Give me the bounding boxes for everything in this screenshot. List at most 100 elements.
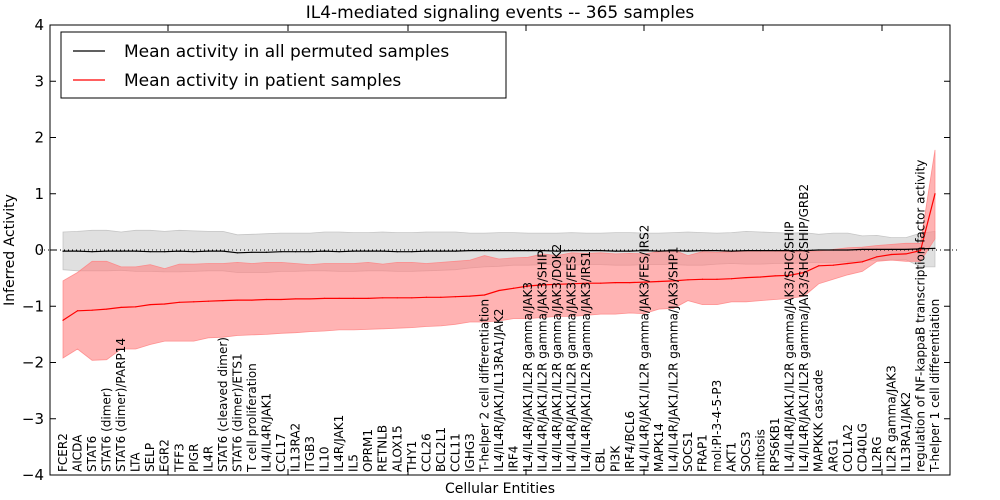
category-label: IL4/IL4R/JAK1/IL2R gamma/JAK3/IRS1 [579, 251, 593, 472]
data-point [861, 261, 863, 263]
data-point [730, 250, 733, 252]
data-point [164, 251, 166, 253]
y-tick-label: −3 [22, 410, 44, 428]
category-label: CCL11 [448, 433, 462, 472]
category-label: STAT6 (dimer) [100, 388, 114, 472]
data-point [919, 249, 922, 252]
data-point [571, 283, 573, 285]
data-point [396, 297, 398, 299]
category-label: IL4R [201, 446, 215, 472]
data-point [236, 299, 238, 301]
category-label: IL4/IL4R/JAK1 [259, 393, 273, 472]
data-point [890, 248, 893, 251]
data-point [527, 285, 529, 287]
data-point [542, 249, 544, 252]
data-point [294, 251, 297, 253]
data-point [76, 310, 79, 312]
category-label: STAT6 [85, 436, 99, 472]
category-label: IL4/IL4R/JAK1/IL2R gamma/JAK3/FES [565, 256, 579, 472]
category-label: SOCS1 [681, 431, 695, 472]
data-point [353, 250, 355, 252]
data-point [934, 193, 936, 195]
data-point [367, 250, 369, 252]
data-point [498, 289, 500, 292]
data-point [135, 306, 137, 308]
category-label: IL4/IL4R/JAK1/IL13RA1/JAK2 [492, 309, 506, 473]
data-point [556, 250, 558, 252]
data-point [193, 251, 195, 253]
category-label: IL5 [347, 454, 361, 472]
category-label: STAT6 (cleaved dimer) [216, 337, 230, 472]
data-point [469, 249, 471, 252]
data-point [222, 300, 224, 302]
category-label: COL1A2 [841, 424, 855, 472]
data-point [280, 251, 282, 253]
data-point [629, 282, 631, 284]
data-point [382, 250, 384, 252]
category-label: mitosis [754, 429, 768, 472]
data-point [454, 296, 456, 298]
x-axis: FCER2 AICDA STAT6 STAT6 (dimer) STAT6 (dimer… [56, 25, 942, 475]
data-point [760, 276, 762, 278]
data-point [91, 309, 93, 311]
data-point [847, 249, 849, 251]
legend-label-permuted: Mean activity in all permuted samples [124, 42, 449, 62]
data-point [585, 282, 587, 284]
category-label: ALOX15 [390, 425, 404, 472]
category-label: IL2R gamma/JAK3 [884, 365, 898, 472]
data-point [629, 250, 631, 252]
data-point [294, 298, 297, 300]
data-point [803, 271, 805, 274]
y-axis-title: Inferred Activity [2, 194, 18, 306]
data-point [643, 249, 645, 252]
data-point [556, 283, 558, 285]
data-point [745, 276, 747, 279]
data-point [701, 278, 704, 280]
y-tick-label: 4 [34, 16, 44, 34]
category-label: CCL26 [419, 433, 433, 472]
data-point [832, 264, 834, 266]
legend: Mean activity in all permuted samples Me… [60, 31, 507, 99]
category-label: IL4/IL4R/JAK1/IL2R gamma/JAK3/SHP1 [666, 246, 680, 472]
category-label: SOCS3 [739, 431, 753, 472]
data-point [658, 250, 660, 252]
data-point [818, 265, 820, 267]
data-point [687, 279, 689, 281]
category-label: IL4R/JAK1 [332, 415, 346, 472]
data-point [222, 250, 224, 252]
data-point [309, 251, 311, 253]
data-point [193, 301, 195, 303]
data-point [440, 296, 442, 298]
category-label: THY1 [405, 441, 419, 473]
data-point [934, 247, 936, 249]
data-point [512, 249, 515, 252]
category-label: T-helper 2 cell differentiation [477, 299, 491, 473]
data-point [135, 250, 137, 252]
y-tick-label: −4 [22, 466, 44, 484]
data-point [890, 253, 893, 256]
data-point [353, 297, 355, 299]
legend-box [60, 31, 507, 99]
category-label: IL4/IL4R/JAK1/IL2R gamma/JAK3/SHC/SHIP/G… [797, 184, 811, 472]
category-label: ARG1 [826, 439, 840, 472]
category-label: regulation of NF-kappaB transcription fa… [913, 160, 927, 472]
data-point [527, 249, 529, 252]
data-point [149, 251, 151, 253]
data-point [658, 280, 660, 283]
category-label: IL10 [318, 447, 332, 473]
data-point [324, 250, 326, 252]
data-point [672, 280, 675, 282]
y-tick-label: 2 [34, 129, 44, 147]
category-label: T-helper 1 cell differentiation [928, 299, 942, 473]
category-label: LTA [129, 452, 143, 472]
category-label: BCL2L1 [434, 427, 448, 472]
data-point [106, 250, 108, 252]
category-label: ITGB3 [303, 436, 317, 472]
y-tick-label: 3 [34, 72, 44, 90]
data-point [324, 297, 326, 299]
category-label: mol:PI-3-4-5-P3 [710, 380, 724, 472]
data-point [309, 298, 311, 300]
data-point [149, 303, 151, 306]
data-point [643, 281, 645, 283]
